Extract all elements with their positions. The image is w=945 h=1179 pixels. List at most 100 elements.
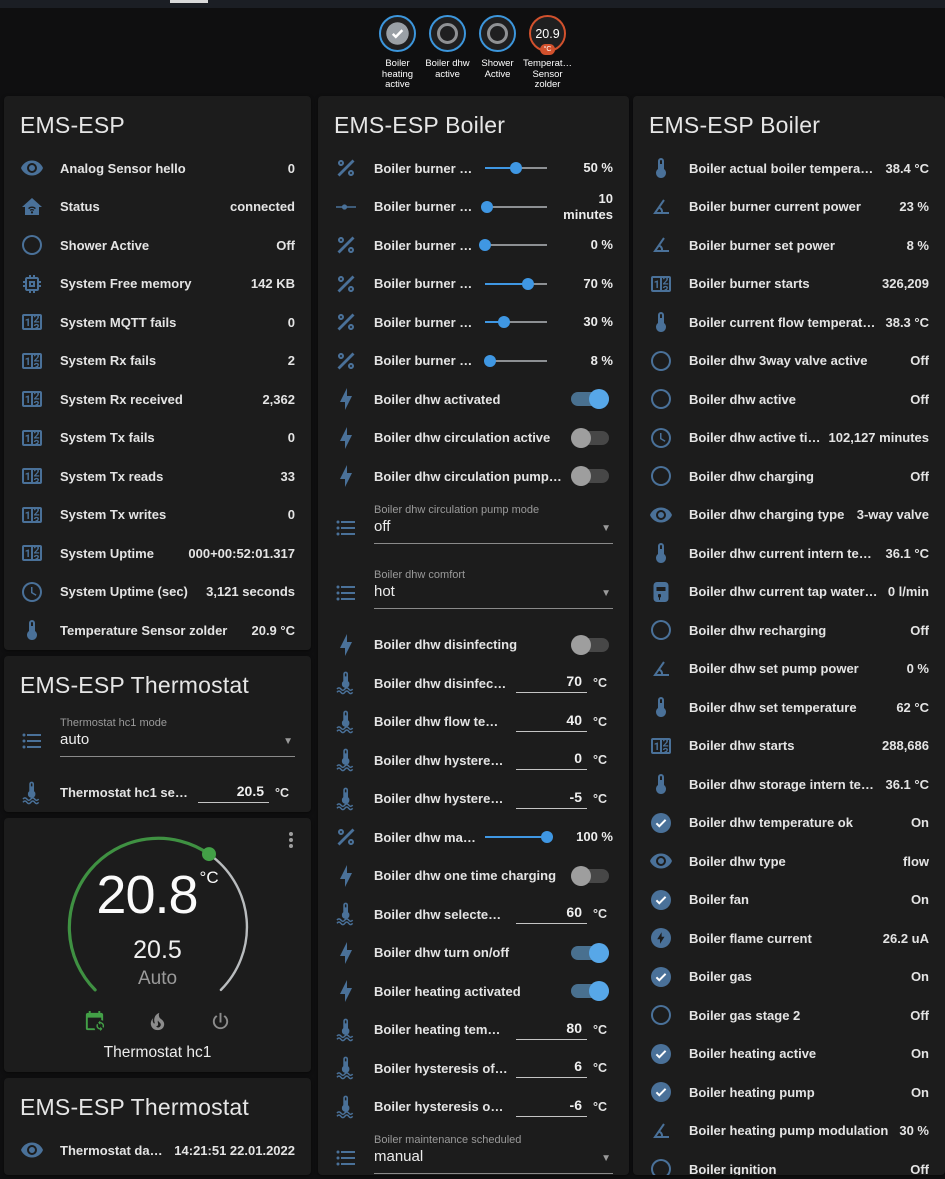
chevron-down-icon[interactable]: ▼ [283,735,293,747]
number-row[interactable]: Boiler hysteresis off… 6 °C [318,1049,629,1088]
badge-circle[interactable] [479,15,516,52]
power-icon[interactable] [209,1010,232,1033]
toggle-knob[interactable] [571,427,591,448]
entity-row[interactable]: Thermostat date/time 14:21:51 22.01.2022 [4,1131,311,1170]
toggle-switch[interactable] [571,942,609,963]
toggle-row[interactable]: Boiler dhw turn on/off [318,934,629,973]
badge[interactable]: Boiler heating active [373,15,423,96]
toggle-switch[interactable] [571,634,609,655]
entity-row[interactable]: Boiler dhw current tap water flow 0 l/mi… [633,573,945,612]
entity-row[interactable]: Boiler dhw 3way valve active Off [633,342,945,381]
chevron-down-icon[interactable]: ▼ [601,522,611,534]
number-input[interactable]: -5 [516,789,587,809]
toggle-knob[interactable] [571,466,591,487]
slider-control[interactable] [485,831,553,844]
slider-knob[interactable] [481,200,494,213]
number-row[interactable]: Thermostat hc1 se… 20.5 °C [4,774,311,813]
entity-row[interactable]: Boiler dhw set temperature 62 °C [633,688,945,727]
number-input[interactable]: 70 [516,673,587,694]
select-control[interactable]: Boiler dhw comfort hot ▼ [374,569,613,609]
slider-knob[interactable] [510,162,522,175]
badge-circle[interactable] [429,15,466,52]
entity-row[interactable]: Temperature Sensor zolder 20.9 °C [4,611,311,650]
number-row[interactable]: Boiler heating temp… 80 °C [318,1011,629,1050]
number-input[interactable]: 40 [516,712,587,732]
entity-row[interactable]: System Rx received 2,362 [4,380,311,419]
slider-knob[interactable] [483,354,496,367]
entity-row[interactable]: Boiler dhw current intern temperature 36… [633,534,945,573]
select-control[interactable]: Boiler dhw circulation pump mode off ▼ [374,504,613,544]
slider-row[interactable]: Boiler burner pump … 30 % [318,303,629,342]
slider-control[interactable] [485,316,547,329]
toggle-row[interactable]: Boiler dhw activated [318,380,629,419]
number-input[interactable]: 0 [516,750,587,771]
entity-row[interactable]: System Tx fails 0 [4,419,311,458]
entity-row[interactable]: Shower Active Off [4,226,311,265]
number-input[interactable]: -6 [516,1097,587,1117]
number-input[interactable]: 80 [516,1020,587,1040]
badge-circle[interactable]: 20.9 °C [529,15,566,55]
slider-row[interactable]: Boiler burner min p… 10 minutes [318,188,629,227]
entity-row[interactable]: Boiler actual boiler temperature 38.4 °C [633,149,945,188]
toggle-switch[interactable] [571,427,609,448]
toggle-switch[interactable] [571,389,609,410]
toggle-switch[interactable] [571,865,609,886]
entity-row[interactable]: Boiler dhw charging Off [633,457,945,496]
chevron-down-icon[interactable]: ▼ [601,587,611,599]
entity-row[interactable]: Boiler heating pump On [633,1073,945,1112]
entity-row[interactable]: Analog Sensor hello 0 [4,149,311,188]
entity-row[interactable]: Boiler dhw set pump power 0 % [633,650,945,689]
toggle-knob[interactable] [589,942,609,963]
select-control[interactable]: Thermostat hc1 mode auto ▼ [60,717,295,757]
slider-row[interactable]: Boiler dhw max power 100 % [318,818,629,857]
number-row[interactable]: Boiler dhw hysteresi… 0 °C [318,741,629,780]
number-input[interactable]: 6 [516,1058,587,1079]
entity-row[interactable]: System Uptime 000+00:52:01.317 [4,534,311,573]
entity-row[interactable]: System Tx writes 0 [4,496,311,535]
slider-control[interactable] [483,354,547,367]
slider-knob[interactable] [497,316,510,329]
slider-row[interactable]: Boiler burner max po… 50 % [318,149,629,188]
toggle-row[interactable]: Boiler dhw disinfecting [318,626,629,665]
toggle-knob[interactable] [589,389,609,410]
toggle-knob[interactable] [571,634,591,655]
toggle-row[interactable]: Boiler dhw one time charging [318,857,629,896]
entity-row[interactable]: Boiler dhw active time 102,127 minutes [633,419,945,458]
entity-row[interactable]: Boiler dhw charging type 3-way valve [633,496,945,535]
slider-row[interactable]: Boiler burner pump … 70 % [318,265,629,304]
entity-row[interactable]: Boiler dhw temperature ok On [633,804,945,843]
entity-row[interactable]: Boiler dhw type flow [633,842,945,881]
slider-control[interactable] [485,277,547,290]
entity-row[interactable]: Status connected [4,188,311,227]
slider-knob[interactable] [479,239,491,252]
select-control[interactable]: Boiler maintenance scheduled manual ▼ [374,1134,613,1174]
entity-row[interactable]: Boiler heating pump modulation 30 % [633,1112,945,1151]
slider-row[interactable]: Boiler burner min po… 0 % [318,226,629,265]
badge[interactable]: 20.9 °C Temperat… Sensor zolder [523,15,573,96]
entity-row[interactable]: Boiler dhw starts 288,686 [633,727,945,766]
calendar-sync-icon[interactable] [83,1010,106,1033]
toggle-knob[interactable] [571,865,591,886]
slider-row[interactable]: Boiler burner selecte… 8 % [318,342,629,381]
entity-row[interactable]: Boiler gas stage 2 Off [633,996,945,1035]
chevron-down-icon[interactable]: ▼ [601,1153,611,1164]
slider-knob[interactable] [522,277,535,290]
entity-row[interactable]: Boiler dhw recharging Off [633,611,945,650]
toggle-row[interactable]: Boiler dhw circulation active [318,419,629,458]
badge[interactable]: Boiler dhw active [423,15,473,96]
entity-row[interactable]: Boiler ignition Off [633,1150,945,1175]
toggle-switch[interactable] [571,466,609,487]
number-row[interactable]: Boiler hysteresis on… -6 °C [318,1088,629,1127]
entity-row[interactable]: System Uptime (sec) 3,121 seconds [4,573,311,612]
entity-row[interactable]: System Rx fails 2 [4,342,311,381]
number-input[interactable]: 20.5 [198,783,269,803]
entity-row[interactable]: Boiler dhw active Off [633,380,945,419]
entity-row[interactable]: Boiler dhw storage intern temperature 36… [633,765,945,804]
entity-row[interactable]: System Tx reads 33 [4,457,311,496]
entity-row[interactable]: Boiler current flow temperature 38.3 °C [633,303,945,342]
select-row[interactable]: Thermostat hc1 mode auto ▼ [4,709,311,774]
entity-row[interactable]: Boiler fan On [633,881,945,920]
number-row[interactable]: Boiler dhw selected … 60 °C [318,895,629,934]
toggle-row[interactable]: Boiler dhw circulation pump available [318,457,629,496]
badge-circle[interactable] [379,15,416,52]
